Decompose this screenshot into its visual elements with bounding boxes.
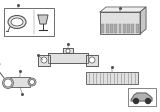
Bar	[4, 8, 54, 36]
Bar	[127, 24, 130, 33]
Circle shape	[145, 98, 151, 103]
Bar	[101, 24, 104, 33]
Circle shape	[89, 57, 95, 63]
Circle shape	[133, 98, 139, 103]
Circle shape	[66, 49, 70, 53]
Bar	[119, 24, 121, 33]
Polygon shape	[63, 48, 73, 53]
Circle shape	[4, 79, 12, 87]
Circle shape	[41, 57, 47, 63]
Polygon shape	[48, 53, 88, 63]
Ellipse shape	[11, 18, 23, 26]
Bar	[136, 24, 139, 33]
Bar	[100, 12, 140, 34]
Bar	[10, 77, 30, 87]
Bar	[110, 24, 113, 33]
Bar	[123, 24, 126, 33]
Bar	[114, 24, 117, 33]
Polygon shape	[38, 55, 50, 66]
Bar	[128, 88, 156, 106]
Circle shape	[28, 78, 36, 86]
Bar	[106, 24, 109, 33]
Ellipse shape	[8, 15, 26, 28]
Polygon shape	[86, 55, 98, 66]
Polygon shape	[140, 7, 146, 34]
Circle shape	[3, 78, 13, 88]
Polygon shape	[38, 15, 48, 24]
Bar	[86, 72, 138, 84]
Circle shape	[29, 80, 35, 84]
Polygon shape	[131, 93, 152, 101]
Bar	[132, 24, 134, 33]
Polygon shape	[100, 7, 146, 12]
